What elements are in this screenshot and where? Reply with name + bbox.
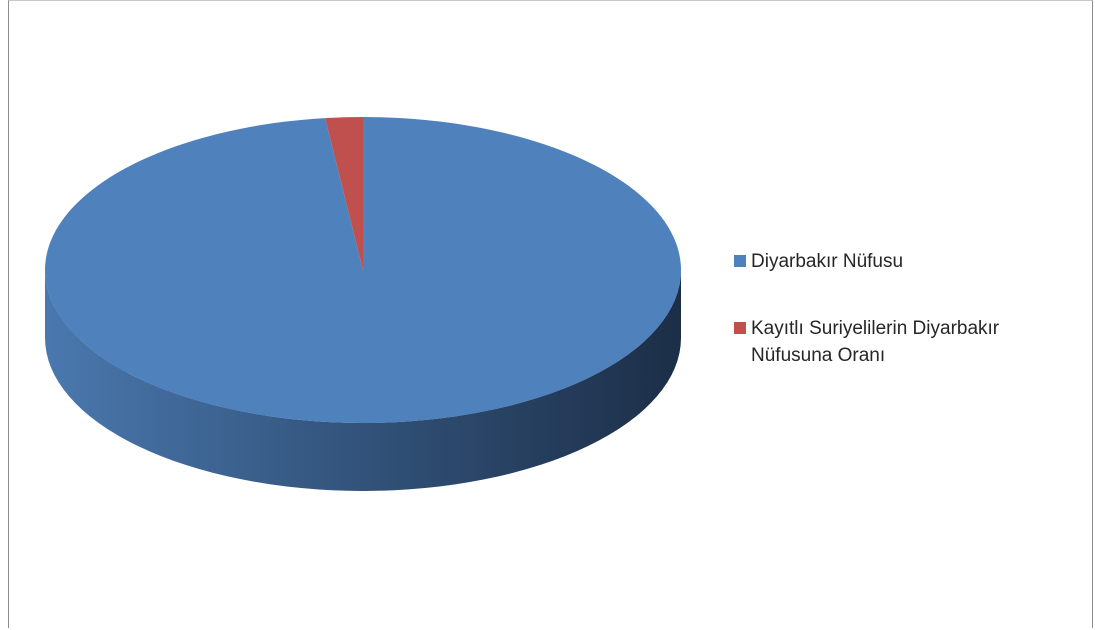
legend-swatch-red (734, 322, 746, 334)
legend-item-diyarbakir-nufusu: Diyarbakır Nüfusu (734, 248, 1084, 275)
legend: Diyarbakır Nüfusu Kayıtlı Suriyelilerin … (734, 248, 1084, 369)
pie-side-wall (45, 270, 681, 491)
legend-label: Diyarbakır Nüfusu (751, 251, 904, 272)
legend-label: Kayıtlı Suriyelilerin Diyarbakır Nüfusun… (751, 318, 1000, 366)
legend-swatch-blue (734, 255, 746, 267)
pie-slice-suriyeli-orani (325, 117, 363, 270)
legend-item-suriyeli-orani: Kayıtlı Suriyelilerin Diyarbakır Nüfusun… (734, 315, 1084, 369)
pie-slice-diyarbakir-nufusu (45, 117, 682, 423)
